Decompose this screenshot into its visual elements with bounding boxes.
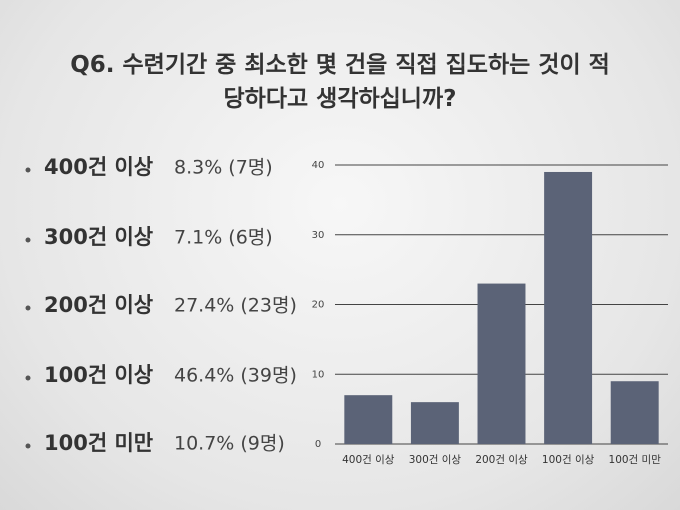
bar [610, 381, 659, 444]
x-tick-label: 400건 이상 [342, 454, 395, 466]
x-tick-label: 100건 미만 [609, 454, 662, 466]
bullet-dot [25, 167, 31, 173]
x-tick-label: 200건 이상 [475, 454, 528, 466]
bullet-share: 8.3% (7명) [174, 157, 273, 179]
bar [477, 283, 526, 444]
bullet-share: 27.4% (23명) [174, 295, 297, 317]
bullet-share: 46.4% (39명) [174, 365, 297, 387]
chart-title: Q6. 수련기간 중 최소한 몇 건을 직접 집도하는 것이 적당하다고 생각하… [70, 52, 610, 112]
bullet-dot [25, 443, 31, 449]
bullet-dot [25, 375, 31, 381]
bullet-label: 100건 이상 [44, 363, 153, 387]
bullet-label: 300건 이상 [44, 225, 153, 249]
bullet-share: 7.1% (6명) [174, 227, 273, 249]
bullet-label: 100건 미만 [44, 431, 153, 455]
bar [344, 395, 393, 444]
y-tick-label: 40 [312, 160, 325, 171]
x-tick-label: 100건 이상 [542, 454, 595, 466]
bar [544, 171, 593, 444]
y-tick-label: 10 [312, 369, 325, 380]
x-tick-label: 300건 이상 [409, 454, 462, 466]
bullet-dot [25, 305, 31, 311]
bullet-label: 200건 이상 [44, 293, 153, 317]
bar [410, 402, 459, 444]
y-tick-label: 30 [312, 230, 325, 241]
bullet-dot [25, 237, 31, 243]
bullet-label: 400건 이상 [44, 155, 153, 179]
y-tick-label: 20 [312, 300, 325, 311]
y-tick-label: 0 [315, 439, 321, 450]
bullet-share: 10.7% (9명) [174, 433, 285, 455]
